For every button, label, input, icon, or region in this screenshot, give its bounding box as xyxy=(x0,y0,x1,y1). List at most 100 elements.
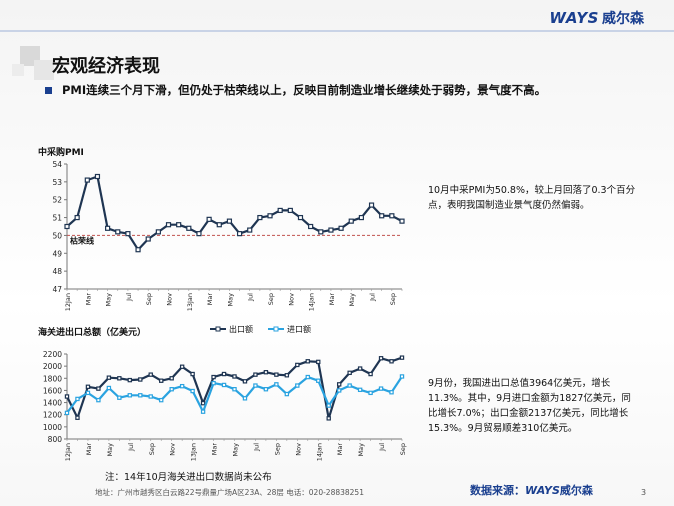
data-point xyxy=(287,207,293,214)
y-tick-label: 800 xyxy=(48,435,63,444)
data-point xyxy=(200,400,206,406)
data-point xyxy=(318,229,324,235)
data-point xyxy=(357,387,363,393)
data-point xyxy=(138,393,143,398)
legend-label: 出口额 xyxy=(229,324,253,334)
data-point xyxy=(200,409,206,414)
data-point xyxy=(297,214,304,221)
x-tick-label: Jul xyxy=(125,293,133,302)
y-tick-label: 53 xyxy=(52,178,62,187)
data-point xyxy=(165,222,172,228)
ways-logo: WAYS 威尔森 xyxy=(549,8,644,28)
trade-chart-title: 海关进出口总额（亿美元） xyxy=(38,328,147,338)
data-point xyxy=(326,403,331,408)
x-tick-label: Mar xyxy=(85,443,93,456)
data-point xyxy=(127,393,133,398)
data-point xyxy=(399,355,405,360)
legend-marker xyxy=(215,326,221,332)
data-point xyxy=(74,214,80,221)
x-tick-label: Jul xyxy=(378,443,386,452)
legend-label: 进口额 xyxy=(287,324,311,334)
data-point xyxy=(64,223,70,230)
data-point xyxy=(368,371,373,377)
source-label: 数据来源： xyxy=(470,484,525,497)
data-point xyxy=(232,374,237,379)
data-point xyxy=(274,372,279,377)
x-tick-label: 12Jan xyxy=(64,293,72,311)
data-point xyxy=(127,377,133,383)
data-point xyxy=(196,231,202,237)
x-tick-label: May xyxy=(357,443,365,457)
footer-address: 地址：广州市越秀区白云路22号鼎量广场A区23A、28层 电话：020-2883… xyxy=(95,488,364,497)
data-point xyxy=(305,359,310,364)
decorative-square xyxy=(34,60,54,80)
data-point xyxy=(295,362,300,368)
data-point xyxy=(179,383,185,389)
data-point xyxy=(232,387,237,392)
page-number: 3 xyxy=(641,488,647,497)
logo-text: WAYS xyxy=(549,9,599,27)
data-point xyxy=(221,382,227,388)
data-point xyxy=(242,396,248,401)
data-point xyxy=(347,370,352,376)
page-title: 宏观经济表现 xyxy=(52,56,160,77)
x-tick-label: Sep xyxy=(267,293,275,305)
header-divider xyxy=(0,30,674,32)
data-point xyxy=(135,247,141,253)
x-tick-label: Sep xyxy=(399,443,407,455)
data-point xyxy=(308,223,314,230)
data-point xyxy=(190,371,195,377)
data-point xyxy=(117,376,122,381)
data-point xyxy=(85,390,91,396)
data-point xyxy=(326,416,331,421)
data-point xyxy=(64,410,70,416)
x-tick-label: Jul xyxy=(127,443,135,452)
data-point xyxy=(211,380,216,386)
data-point xyxy=(176,222,182,228)
data-point xyxy=(190,388,195,394)
data-point xyxy=(389,359,394,364)
y-tick-label: 1200 xyxy=(43,411,62,420)
x-tick-label: May xyxy=(226,293,234,307)
y-tick-label: 1400 xyxy=(43,399,62,408)
data-point xyxy=(64,394,70,399)
data-point xyxy=(75,415,80,420)
source-brand-cn: 威尔森 xyxy=(559,484,593,497)
data-point xyxy=(336,382,342,387)
data-point xyxy=(399,374,405,379)
series-line-0 xyxy=(66,175,403,251)
pmi-chart-title: 中采购PMI xyxy=(38,148,84,158)
data-point xyxy=(155,229,161,235)
data-point xyxy=(378,356,384,361)
y-tick-label: 48 xyxy=(52,267,62,276)
data-point xyxy=(253,383,258,388)
x-tick-label: 12Jan xyxy=(64,443,72,461)
y-tick-label: 49 xyxy=(52,249,62,258)
data-point xyxy=(368,390,373,396)
decorative-square xyxy=(12,64,24,76)
data-point xyxy=(348,218,354,224)
data-note: 注：14年10月海关进出口数据尚未公布 xyxy=(105,472,272,483)
trade-description: 9月份，我国进出口总值3964亿美元，增长11.3%。其中，9月进口金额为182… xyxy=(428,378,631,434)
x-tick-label: 13Jan xyxy=(186,293,194,311)
x-tick-label: 14Jan xyxy=(308,293,316,311)
y-tick-label: 1000 xyxy=(43,423,62,432)
data-point xyxy=(75,396,80,402)
x-tick-label: Sep xyxy=(145,293,153,305)
data-point xyxy=(226,218,233,224)
data-point xyxy=(148,394,153,399)
x-tick-label: Sep xyxy=(273,443,281,455)
data-point xyxy=(159,378,164,383)
x-tick-label: Mar xyxy=(211,443,219,456)
data-point xyxy=(277,207,283,214)
x-tick-label: Nov xyxy=(166,293,174,306)
x-tick-label: May xyxy=(348,293,356,307)
source-brand: WAYS xyxy=(525,484,560,497)
legend-marker xyxy=(273,326,279,332)
y-tick-label: 1600 xyxy=(43,386,62,395)
x-tick-label: 14Jan xyxy=(315,443,323,461)
y-tick-label: 47 xyxy=(52,285,62,294)
summary-text: PMI连续三个月下滑，但仍处于枯荣线以上，反映目前制造业增长继续处于弱势，景气度… xyxy=(62,83,547,97)
data-point xyxy=(117,395,122,400)
data-point xyxy=(247,227,253,233)
